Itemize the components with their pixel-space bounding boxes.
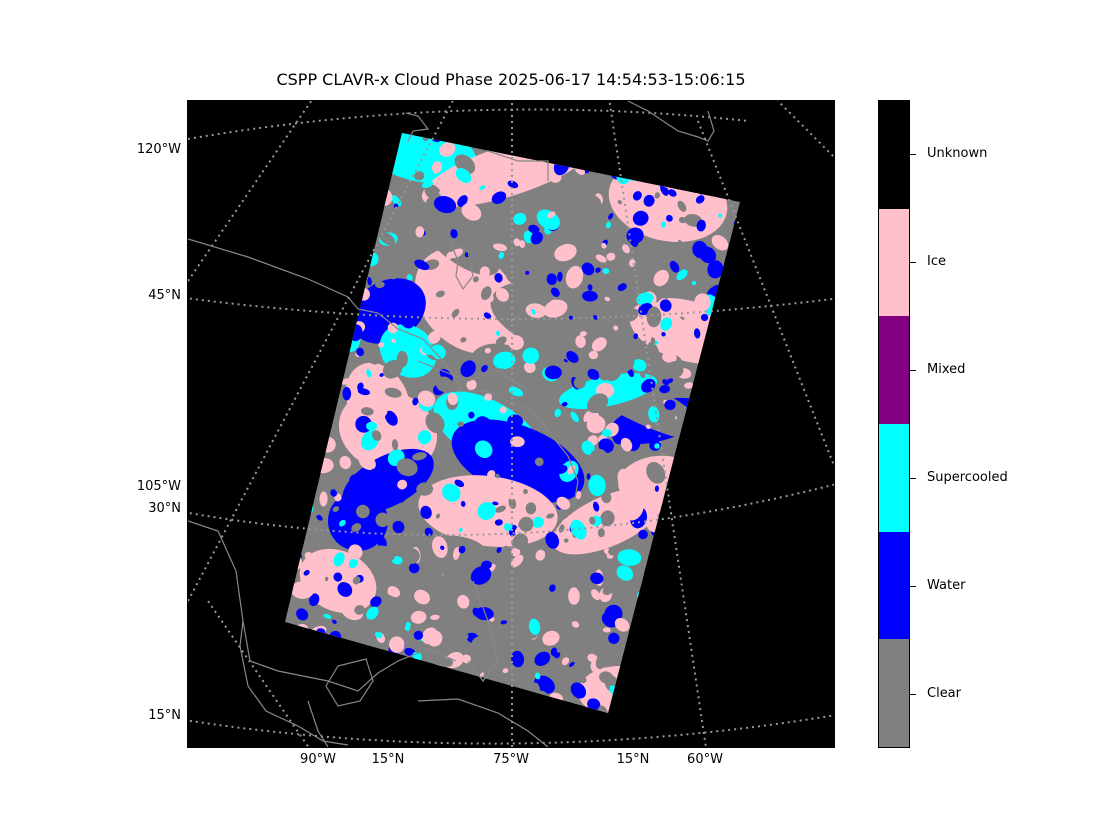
lat-label-15n-bottom-a: 15°N	[371, 752, 405, 767]
lon-label-75w: 75°W	[493, 752, 529, 767]
cloud-phase-colorbar	[878, 100, 910, 748]
gridline-lon-45w	[697, 120, 834, 469]
gulf-coast	[188, 520, 457, 692]
colorbar-segment-water	[879, 531, 909, 640]
colorbar-tick	[910, 586, 916, 587]
colorbar-label-unknown: Unknown	[927, 146, 988, 161]
colorbar-label-water: Water	[927, 578, 966, 593]
gridline-lon-90w	[188, 101, 454, 602]
colorbar-tick	[910, 154, 916, 155]
colorbar-label-supercooled: Supercooled	[927, 470, 1008, 485]
gridline-lat-30n	[188, 483, 834, 536]
gridline-lon-60w	[608, 101, 707, 747]
florida	[467, 580, 499, 682]
coastlines	[188, 101, 715, 747]
colorbar-label-mixed: Mixed	[927, 362, 966, 377]
east-coast	[487, 390, 579, 512]
cuba	[417, 698, 549, 747]
border-us-canada	[188, 238, 488, 392]
gridline-lon-120w	[188, 101, 313, 282]
central-america	[307, 700, 329, 747]
colorbar-label-ice: Ice	[927, 254, 946, 269]
colorbar-segment-ice	[879, 208, 909, 317]
colorbar-tick	[910, 370, 916, 371]
colorbar-segment-clear	[879, 639, 909, 748]
cloud-phase-map	[187, 100, 835, 748]
great-lakes	[448, 239, 474, 291]
lat-label-45n: 45°N	[148, 288, 181, 303]
figure-title: CSPP CLAVR-x Cloud Phase 2025-06-17 14:5…	[276, 70, 746, 89]
lon-label-120w: 120°W	[136, 142, 181, 157]
colorbar-segment-supercooled	[879, 424, 909, 532]
colorbar-segment-mixed	[879, 316, 909, 425]
graticule	[188, 101, 834, 747]
lat-label-30n: 30°N	[148, 501, 181, 516]
gridline-lat-north	[188, 108, 749, 140]
gridline-lat-15n	[188, 714, 834, 745]
state-line-1	[487, 150, 549, 181]
hudson-area	[405, 112, 430, 142]
colorbar-tick	[910, 694, 916, 695]
lon-label-60w: 60°W	[687, 752, 723, 767]
gridline-lon-105w	[207, 600, 310, 747]
colorbar-segment-unknown	[879, 101, 909, 209]
lon-label-90w: 90°W	[300, 752, 336, 767]
labrador	[627, 101, 715, 142]
colorbar-tick	[910, 478, 916, 479]
yucatan	[325, 658, 374, 707]
colorbar-label-clear: Clear	[927, 686, 961, 701]
lat-label-15n-bottom-b: 15°N	[616, 752, 650, 767]
state-line-2	[417, 360, 529, 392]
gridline-lon-30w	[776, 101, 834, 159]
lat-label-15n: 15°N	[148, 708, 181, 723]
mexico-coast	[239, 620, 349, 746]
lon-label-105w: 105°W	[136, 479, 181, 494]
colorbar-tick	[910, 262, 916, 263]
